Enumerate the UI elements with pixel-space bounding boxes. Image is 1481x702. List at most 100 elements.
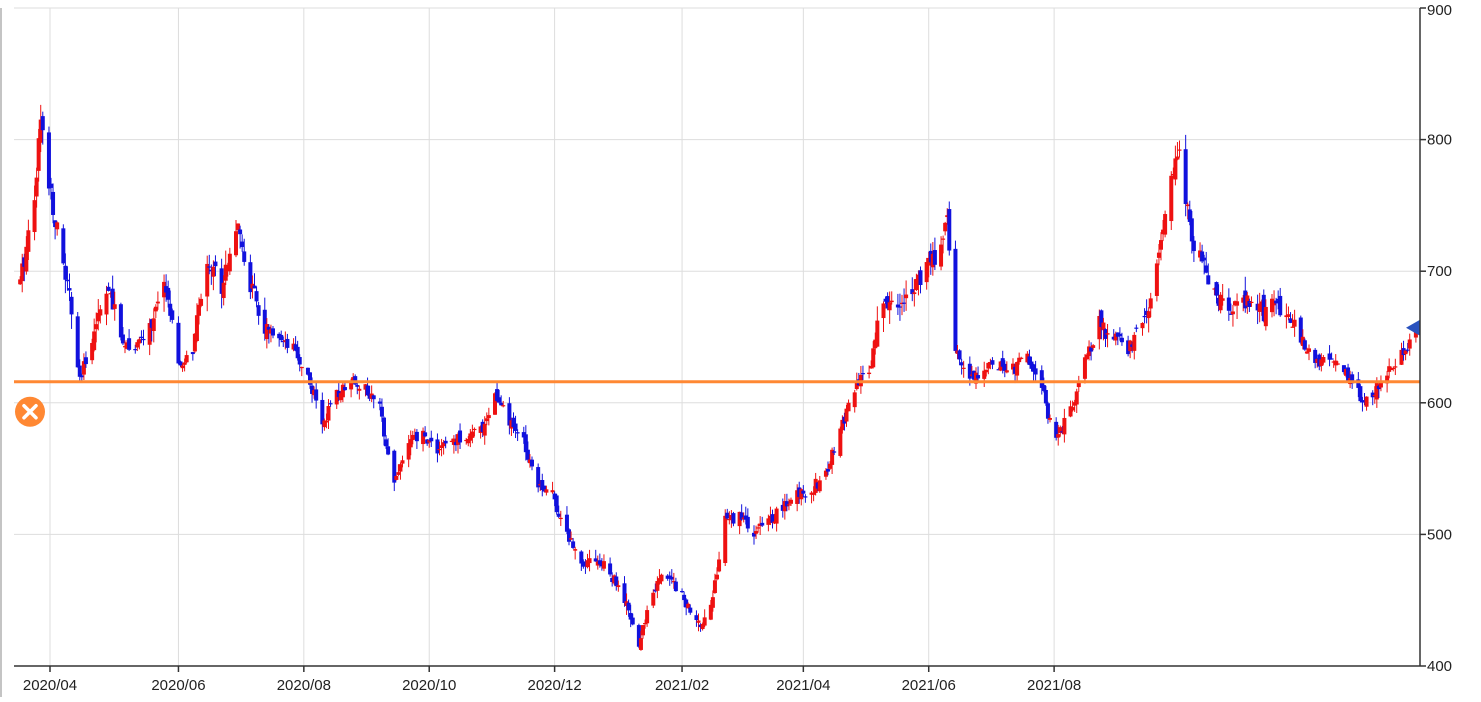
candle-body xyxy=(1270,298,1274,313)
candle-body xyxy=(1087,346,1092,357)
candle-body xyxy=(96,312,101,322)
candle-body xyxy=(1159,240,1163,250)
candle-body xyxy=(784,501,789,507)
candle-body xyxy=(986,362,991,369)
candle-body xyxy=(799,489,804,500)
candle-body xyxy=(984,369,989,373)
candle-body xyxy=(641,625,645,636)
candle-body xyxy=(1202,257,1207,261)
candle-body xyxy=(149,319,154,328)
candle-body xyxy=(293,344,298,351)
candle-body xyxy=(521,432,526,438)
candle-body xyxy=(1041,385,1046,391)
candle-body xyxy=(151,318,156,331)
candle-body xyxy=(425,439,430,444)
candle-body xyxy=(377,401,382,404)
candle-body xyxy=(1089,347,1094,352)
candle-body xyxy=(1200,251,1205,262)
x-tick-label: 2020/10 xyxy=(402,677,456,694)
y-tick-label: 800 xyxy=(1427,132,1452,149)
candle-body xyxy=(1013,366,1018,374)
candle-body xyxy=(971,370,976,380)
candle-body xyxy=(1228,313,1233,315)
candle-body xyxy=(77,365,82,377)
candle-body xyxy=(1362,400,1367,403)
candle-body xyxy=(1315,358,1320,363)
candle-body xyxy=(702,617,707,626)
candle-body xyxy=(1031,364,1036,372)
candle-body xyxy=(133,349,138,351)
candle-body xyxy=(567,529,571,542)
candle-body xyxy=(414,431,419,442)
candle-body xyxy=(585,560,590,568)
candle-body xyxy=(1025,353,1030,363)
candle-body xyxy=(466,439,471,444)
candle-body xyxy=(667,575,672,579)
candle-body xyxy=(264,324,269,340)
candle-body xyxy=(168,303,173,316)
candle-body xyxy=(1263,306,1268,327)
candle-body xyxy=(310,385,315,394)
candle-body xyxy=(988,361,993,364)
candle-body xyxy=(957,350,962,360)
candle-body xyxy=(1011,363,1015,370)
candle-body xyxy=(112,304,117,309)
y-tick-label: 700 xyxy=(1427,263,1452,280)
candle-body xyxy=(540,480,545,490)
candle-body xyxy=(638,638,643,650)
candle-body xyxy=(1126,340,1131,355)
candle-body xyxy=(1341,365,1346,373)
candle-body xyxy=(628,612,633,620)
candle-body xyxy=(1033,368,1038,375)
candle-body xyxy=(51,191,56,215)
remove-line-icon[interactable] xyxy=(15,396,45,427)
candle-body xyxy=(939,244,944,267)
candle-body xyxy=(1292,319,1297,327)
candle-body xyxy=(396,472,401,475)
candle-body xyxy=(421,430,426,445)
candle-body xyxy=(164,286,169,293)
candle-body xyxy=(924,262,929,283)
candle-body xyxy=(252,285,257,289)
candle-body xyxy=(184,355,189,363)
candle-body xyxy=(1048,417,1052,420)
candle-body xyxy=(626,602,631,611)
candle-body xyxy=(384,439,389,447)
candle-body xyxy=(544,489,549,493)
candle-body xyxy=(236,223,241,231)
candle-body xyxy=(932,250,937,265)
candle-body xyxy=(1235,301,1240,306)
candle-body xyxy=(1169,175,1174,222)
candle-body xyxy=(194,315,199,342)
candle-body xyxy=(1370,392,1375,398)
candle-body xyxy=(1189,218,1194,242)
candle-body xyxy=(1062,417,1067,435)
candle-body xyxy=(197,304,201,316)
candle-body xyxy=(135,342,140,348)
candle-body xyxy=(118,304,123,338)
candle-body xyxy=(900,302,904,304)
candle-body xyxy=(665,575,670,579)
candle-body xyxy=(406,443,411,460)
candle-body xyxy=(832,451,837,453)
candle-body xyxy=(838,428,843,456)
candle-body xyxy=(536,467,541,488)
candle-body xyxy=(579,551,584,564)
candle-body xyxy=(895,304,900,308)
y-tick-label: 600 xyxy=(1427,395,1452,412)
candle-body xyxy=(758,523,763,527)
candle-body xyxy=(844,408,849,422)
x-tick-label: 2020/12 xyxy=(527,677,581,694)
candle-body xyxy=(731,513,736,524)
candle-body xyxy=(741,517,746,520)
candle-body xyxy=(696,620,701,623)
candle-body xyxy=(437,448,442,451)
candle-body xyxy=(889,300,894,303)
candle-body xyxy=(262,309,267,334)
candle-body xyxy=(238,229,243,235)
candle-body xyxy=(1218,294,1223,311)
candle-body xyxy=(271,328,275,336)
candle-body xyxy=(542,485,547,492)
candle-body xyxy=(240,241,245,248)
candle-body xyxy=(708,604,713,620)
